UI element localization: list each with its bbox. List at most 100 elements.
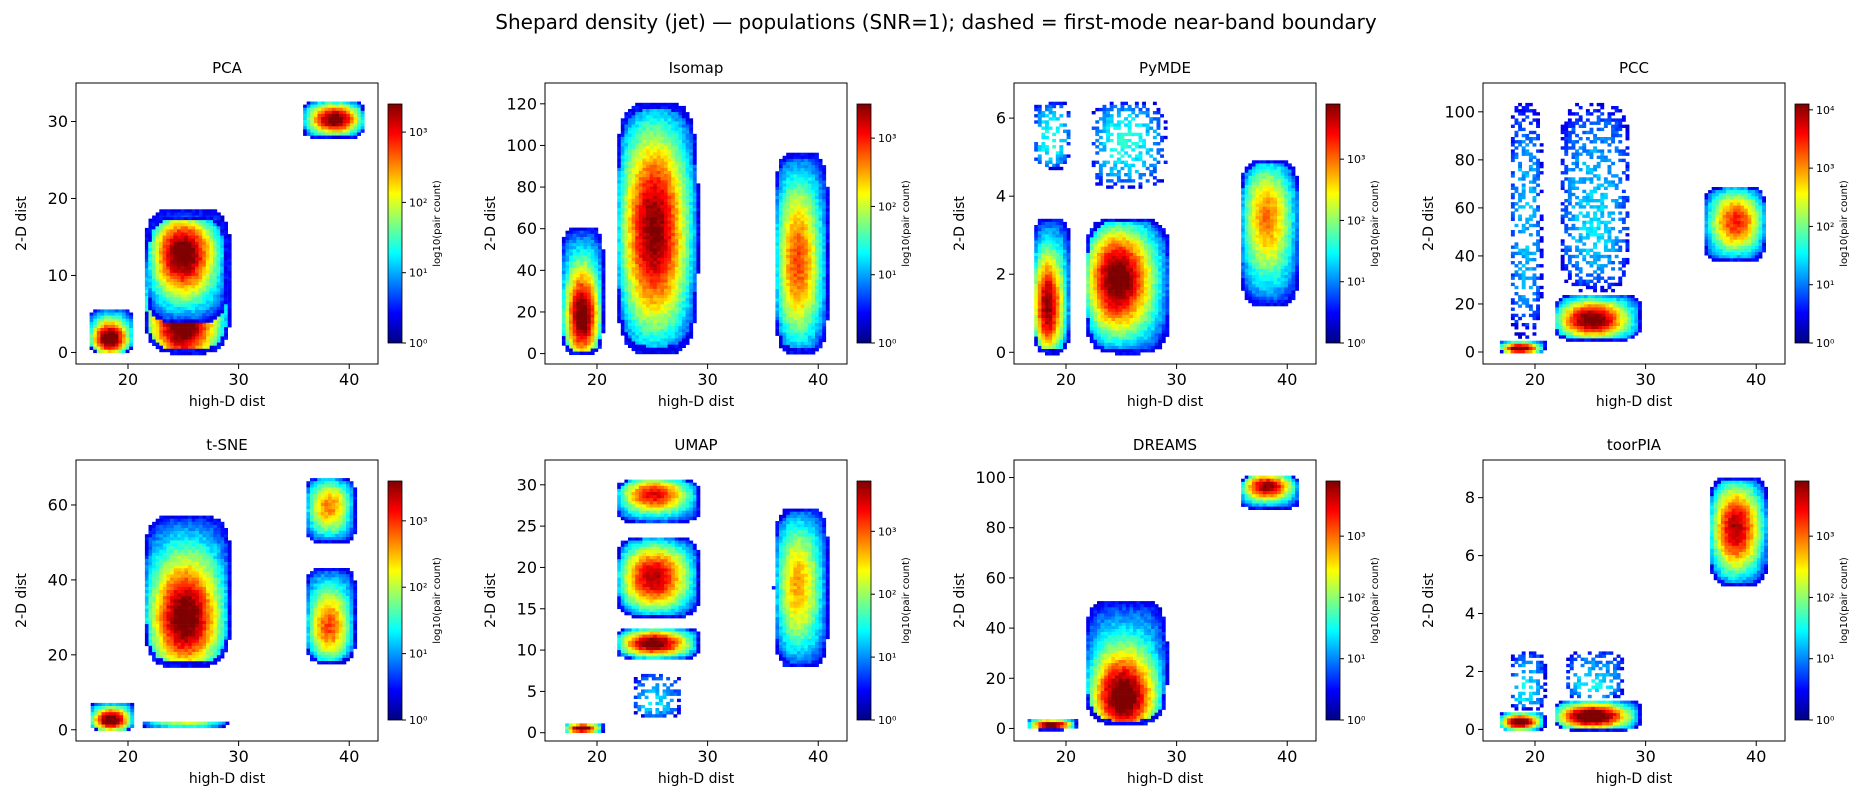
- y-axis-label: 2-D dist: [1421, 573, 1437, 628]
- colorbar-tick-label: 10¹: [1347, 653, 1365, 666]
- y-tick-label: 120: [506, 94, 537, 113]
- colorbar: 10⁰ 10¹ 10² 10³ log10(pair count): [387, 103, 443, 350]
- colorbar-tick-label: 10⁰: [878, 337, 897, 350]
- hexbin-cells: [1034, 101, 1299, 356]
- subplot-dreams: DREAMS 20 30 40 0 20 40 60 80 100 high-D dist 2-D d…: [952, 436, 1381, 787]
- y-tick-label: 0: [1465, 342, 1475, 361]
- colorbar-tick-label: 10²: [409, 196, 427, 209]
- subplot-pymde: PyMDE 20 30 40 0 2 4 6 high-D dist 2-D dist 10⁰ 10¹…: [952, 59, 1381, 410]
- y-tick-label: 0: [58, 720, 68, 739]
- y-axis-label: 2-D dist: [483, 573, 499, 628]
- y-tick-label: 20: [48, 189, 68, 208]
- colorbar-tick-label: 10³: [409, 515, 427, 528]
- y-tick-label: 10: [48, 266, 68, 285]
- y-axis-label: 2-D dist: [952, 573, 968, 628]
- colorbar-tick-label: 10³: [878, 132, 896, 145]
- x-tick-label: 40: [808, 370, 828, 389]
- colorbar-tick-label: 10¹: [1816, 653, 1834, 666]
- subplot-title: PyMDE: [1139, 59, 1191, 77]
- subplot-t-sne: t-SNE 20 30 40 0 20 40 60 high-D dist 2-D dist 10⁰…: [14, 436, 443, 787]
- y-tick-label: 6: [996, 109, 1006, 128]
- y-tick-label: 30: [48, 112, 68, 131]
- colorbar-tick-label: 10²: [1347, 591, 1365, 604]
- x-axis-label: high-D dist: [658, 771, 735, 787]
- y-tick-label: 8: [1465, 488, 1475, 507]
- y-tick-label: 20: [517, 302, 537, 321]
- x-tick-label: 40: [1277, 747, 1297, 766]
- colorbar-label: log10(pair count): [1370, 557, 1381, 644]
- y-tick-label: 40: [517, 261, 537, 280]
- y-tick-label: 100: [506, 136, 537, 155]
- x-axis-label: high-D dist: [1127, 394, 1204, 410]
- y-tick-label: 80: [986, 518, 1006, 537]
- hexbin-cells: [1499, 102, 1766, 354]
- x-tick-label: 30: [697, 747, 717, 766]
- y-tick-label: 100: [975, 468, 1006, 487]
- x-tick-label: 40: [1277, 370, 1297, 389]
- axes-frame: [544, 82, 848, 365]
- subplot-title: PCA: [212, 59, 243, 77]
- y-tick-label: 40: [1455, 246, 1475, 265]
- y-tick-label: 40: [986, 619, 1006, 638]
- x-tick-label: 40: [339, 747, 359, 766]
- y-tick-label: 0: [58, 343, 68, 362]
- y-tick-label: 30: [517, 475, 537, 494]
- colorbar-tick-label: 10⁰: [1816, 714, 1835, 727]
- y-tick-label: 15: [517, 599, 537, 618]
- colorbar-gradient: [387, 103, 403, 344]
- axes-frame: [75, 82, 379, 365]
- colorbar-gradient: [387, 480, 403, 721]
- y-tick-label: 4: [996, 187, 1006, 206]
- y-tick-label: 0: [527, 723, 537, 742]
- axes-frame: [544, 459, 848, 742]
- colorbar-tick-label: 10³: [1816, 162, 1834, 175]
- hexbin-cells: [89, 101, 365, 356]
- x-tick-label: 20: [587, 370, 607, 389]
- y-axis-label: 2-D dist: [952, 196, 968, 251]
- colorbar-tick-label: 10²: [878, 200, 896, 213]
- colorbar-label: log10(pair count): [901, 180, 912, 267]
- colorbar-tick-label: 10⁰: [1347, 337, 1366, 350]
- subplot-umap: UMAP 20 30 40 0 5 10 15 20 25 30 high-D dist 2-D dis…: [483, 436, 912, 787]
- colorbar-tick-label: 10³: [878, 525, 896, 538]
- y-tick-label: 60: [986, 568, 1006, 587]
- axes-frame: [1482, 459, 1786, 742]
- y-axis-label: 2-D dist: [1421, 196, 1437, 251]
- y-tick-label: 2: [1465, 662, 1475, 681]
- colorbar-gradient: [1325, 480, 1341, 721]
- hexbin-cells: [90, 478, 358, 732]
- x-tick-label: 40: [1746, 370, 1766, 389]
- y-tick-label: 5: [527, 682, 537, 701]
- y-tick-label: 0: [996, 343, 1006, 362]
- colorbar-tick-label: 10³: [1347, 153, 1365, 166]
- y-tick-label: 0: [996, 719, 1006, 738]
- colorbar-tick-label: 10¹: [409, 267, 427, 280]
- x-tick-label: 30: [1166, 370, 1186, 389]
- x-tick-label: 40: [339, 370, 359, 389]
- hexbin-cells: [565, 479, 830, 733]
- y-tick-label: 6: [1465, 546, 1475, 565]
- y-tick-label: 4: [1465, 604, 1475, 623]
- colorbar: 10⁰ 10¹ 10² 10³ log10(pair count): [387, 480, 443, 727]
- y-tick-label: 40: [48, 570, 68, 589]
- x-tick-label: 20: [1056, 370, 1076, 389]
- x-tick-label: 20: [1056, 747, 1076, 766]
- x-tick-label: 30: [697, 370, 717, 389]
- x-axis-label: high-D dist: [1596, 771, 1673, 787]
- subplot-title: t-SNE: [206, 436, 248, 454]
- x-tick-label: 40: [808, 747, 828, 766]
- figure-title: Shepard density (jet) — populations (SNR…: [495, 10, 1377, 34]
- subplot-isomap: Isomap 20 30 40 0 20 40 60 80 100 120 high-D dist 2-…: [483, 59, 912, 410]
- hexbin-cells: [1499, 477, 1768, 732]
- y-tick-label: 0: [527, 344, 537, 363]
- x-tick-label: 20: [1525, 747, 1545, 766]
- x-tick-label: 30: [1635, 747, 1655, 766]
- colorbar-tick-label: 10¹: [409, 648, 427, 661]
- x-axis-label: high-D dist: [189, 394, 266, 410]
- colorbar: 10⁰ 10¹ 10² 10³ log10(pair count): [856, 480, 912, 727]
- subplot-title: toorPIA: [1607, 436, 1662, 454]
- x-tick-label: 20: [118, 747, 138, 766]
- subplot-pcc: PCC 20 30 40 0 20 40 60 80 100 high-D dist 2-D dist…: [1421, 59, 1850, 410]
- y-axis-label: 2-D dist: [14, 196, 30, 251]
